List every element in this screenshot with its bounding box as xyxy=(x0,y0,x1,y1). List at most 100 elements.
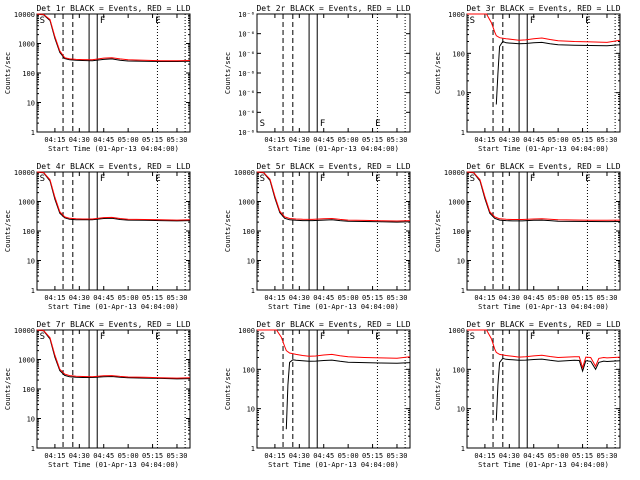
plot-frame xyxy=(466,13,621,133)
y-tick-label: 100 xyxy=(452,50,465,58)
y-tick-label: 10 xyxy=(27,100,35,108)
marker-letter-s: S xyxy=(40,16,45,26)
x-tick-label: 05:15 xyxy=(572,452,593,460)
x-tick-label: 05:30 xyxy=(386,452,407,460)
x-tick-label: 04:15 xyxy=(474,136,495,144)
y-tick-label: 1 xyxy=(461,445,465,453)
x-tick-label: 05:00 xyxy=(548,452,569,460)
series-lld-line xyxy=(467,329,621,370)
x-tick-label: 05:15 xyxy=(362,294,383,302)
series-events-line xyxy=(466,171,621,223)
y-tick-label: 10000 xyxy=(14,169,35,177)
marker-letter-s: S xyxy=(40,332,45,342)
y-axis-label: Counts/sec xyxy=(4,368,12,410)
panel-det-4: Det 4r BLACK = Events, RED = LLD 1 10 100 10… xyxy=(4,162,191,311)
series-events-line xyxy=(495,40,621,105)
x-tick-label: 05:15 xyxy=(142,452,163,460)
marker-letter-f: F xyxy=(530,332,535,342)
marker-letter-e: E xyxy=(375,332,380,342)
marker-letter-f: F xyxy=(320,332,325,342)
y-axis-label: Counts/sec xyxy=(434,210,442,252)
y-tick-label: 10000 xyxy=(14,327,35,335)
x-tick-label: 04:30 xyxy=(289,452,310,460)
series-lld-line xyxy=(36,171,191,221)
x-axis-label: Start Time (01-Apr-13 04:04:00) xyxy=(48,461,179,469)
y-tick-label: 10 xyxy=(247,258,255,266)
x-tick-label: 04:15 xyxy=(474,452,495,460)
x-tick-label: 05:00 xyxy=(338,136,359,144)
marker-letter-f: F xyxy=(100,174,105,184)
marker-letter-s: S xyxy=(40,174,45,184)
panel-det-8: Det 8r BLACK = Events, RED = LLD 1 10 100 10… xyxy=(224,320,411,469)
marker-letter-f: F xyxy=(100,332,105,342)
y-tick-label: 1 xyxy=(251,287,255,295)
x-tick-label: 04:45 xyxy=(93,452,114,460)
x-tick-label: 04:45 xyxy=(93,136,114,144)
marker-letter-e: E xyxy=(585,332,590,342)
y-tick-label: 10⁻⁶ xyxy=(238,109,255,117)
y-tick-label: 10⁻⁶ xyxy=(238,70,255,78)
x-tick-label: 05:30 xyxy=(166,294,187,302)
plot-frame xyxy=(256,13,411,133)
x-tick-label: 04:45 xyxy=(313,294,334,302)
x-tick-label: 05:00 xyxy=(118,136,139,144)
x-tick-label: 05:00 xyxy=(548,294,569,302)
y-tick-label: 100 xyxy=(22,70,35,78)
x-tick-label: 04:15 xyxy=(264,452,285,460)
y-tick-label: 10⁻⁶ xyxy=(238,90,255,98)
x-axis-label: Start Time (01-Apr-13 04:04:00) xyxy=(48,303,179,311)
panel-title: Det 9r BLACK = Events, RED = LLD xyxy=(466,320,620,329)
y-tick-label: 1 xyxy=(31,129,35,137)
marker-letter-e: E xyxy=(585,16,590,26)
x-tick-label: 04:45 xyxy=(523,136,544,144)
x-axis-label: Start Time (01-Apr-13 04:04:00) xyxy=(478,145,609,153)
series-lld-line xyxy=(257,329,411,359)
y-tick-label: 1000 xyxy=(238,199,255,207)
x-tick-label: 05:00 xyxy=(118,294,139,302)
x-tick-label: 04:45 xyxy=(313,136,334,144)
y-axis-label: Counts/sec xyxy=(434,368,442,410)
x-tick-label: 05:15 xyxy=(362,136,383,144)
x-tick-label: 05:30 xyxy=(386,136,407,144)
x-axis-label: Start Time (01-Apr-13 04:04:00) xyxy=(268,303,399,311)
y-tick-label: 1 xyxy=(461,287,465,295)
marker-letter-s: S xyxy=(470,174,475,184)
y-tick-label: 1000 xyxy=(448,11,465,19)
marker-letter-f: F xyxy=(530,174,535,184)
panel-det-9: Det 9r BLACK = Events, RED = LLD 1 10 100 10… xyxy=(434,320,621,469)
y-axis-label: Counts/sec xyxy=(4,210,12,252)
marker-letter-e: E xyxy=(375,119,380,129)
x-tick-label: 05:15 xyxy=(572,294,593,302)
y-tick-label: 10⁻⁶ xyxy=(238,11,255,19)
panel-det-2: Det 2r BLACK = Events, RED = LLD10⁻⁶10⁻⁶… xyxy=(224,4,411,153)
y-axis-label: Counts/sec xyxy=(434,52,442,94)
marker-letter-s: S xyxy=(260,119,265,129)
x-tick-label: 04:15 xyxy=(474,294,495,302)
panel-title: Det 7r BLACK = Events, RED = LLD xyxy=(36,320,190,329)
x-tick-label: 04:15 xyxy=(44,136,65,144)
y-tick-label: 1 xyxy=(31,445,35,453)
y-tick-label: 1000 xyxy=(238,327,255,335)
y-tick-label: 10 xyxy=(457,406,465,414)
plot-frame xyxy=(466,329,621,449)
x-tick-label: 04:30 xyxy=(499,452,520,460)
y-tick-label: 10000 xyxy=(14,11,35,19)
series-events-line xyxy=(36,13,191,62)
x-axis-label: Start Time (01-Apr-13 04:04:00) xyxy=(268,461,399,469)
marker-letter-e: E xyxy=(585,174,590,184)
plot-frame xyxy=(256,171,411,291)
y-tick-label: 10⁻⁶ xyxy=(238,50,255,58)
x-tick-label: 04:45 xyxy=(313,452,334,460)
y-tick-label: 10000 xyxy=(444,169,465,177)
series-lld-line xyxy=(36,329,191,379)
panel-det-6: Det 6r BLACK = Events, RED = LLD 1 10 100 10… xyxy=(434,162,621,311)
plot-frame xyxy=(466,171,621,291)
x-tick-label: 04:15 xyxy=(44,452,65,460)
y-tick-label: 100 xyxy=(242,366,255,374)
x-tick-label: 04:30 xyxy=(69,136,90,144)
x-tick-label: 04:30 xyxy=(69,294,90,302)
x-axis-label: Start Time (01-Apr-13 04:04:00) xyxy=(48,145,179,153)
plot-frame xyxy=(36,13,191,133)
marker-letter-f: F xyxy=(100,16,105,26)
